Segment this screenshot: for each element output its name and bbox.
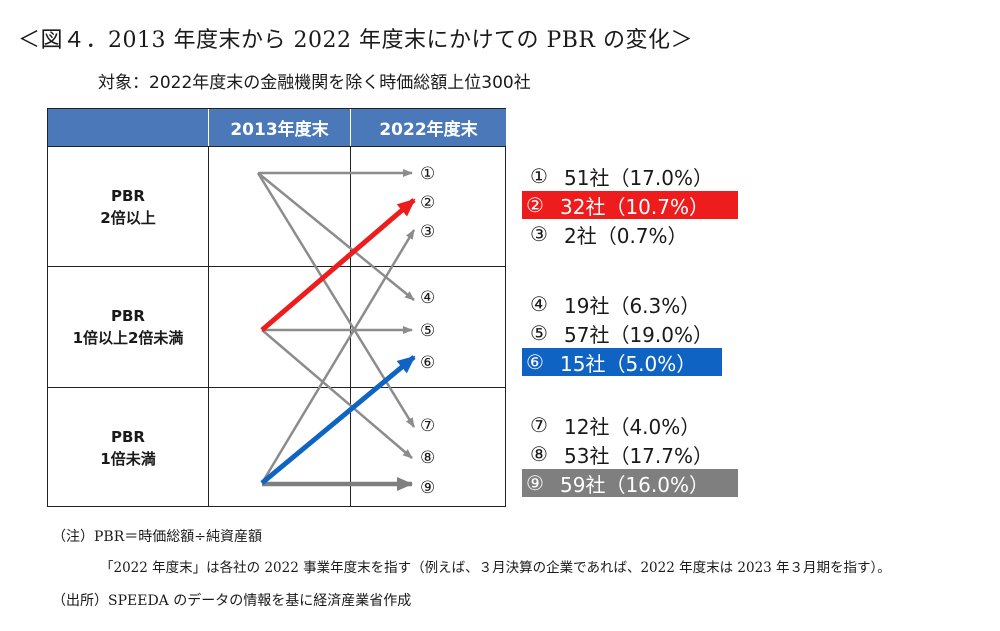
row-label-line2: 1倍以上2倍未満	[72, 329, 184, 347]
legend-item-4: ④ 19社（6.3%）	[526, 290, 700, 318]
legend-number: ⑧	[530, 442, 548, 466]
row-label-pbr-2x-above: PBR 2倍以上	[48, 147, 208, 266]
outcome-label-7: ⑦	[420, 416, 435, 436]
row-divider	[48, 146, 505, 147]
note-fiscal-year: 「2022 年度末」は各社の 2022 事業年度末を指す（例えば、３月決算の企業…	[100, 560, 891, 576]
outcome-label-1: ①	[420, 164, 435, 184]
arrow-3-to-3	[260, 229, 416, 484]
arrow-2-to-2-red	[260, 198, 416, 332]
legend-item-1: ① 51社（17.0%）	[526, 162, 713, 190]
outcome-label-2: ②	[420, 193, 435, 213]
legend-item-9: ⑨ 59社（16.0%）	[522, 469, 738, 497]
outcome-label-6: ⑥	[420, 353, 435, 373]
legend-number: ②	[526, 193, 544, 217]
header-2022: 2022年度末	[351, 109, 506, 146]
legend-number: ⑤	[530, 321, 548, 345]
legend-item-8: ⑧ 53社（17.7%）	[526, 440, 713, 468]
outcome-label-9: ⑨	[420, 478, 435, 498]
legend-item-5: ⑤ 57社（19.0%）	[526, 319, 713, 347]
legend-number: ④	[530, 292, 548, 316]
legend-value: 57社（19.0%）	[564, 322, 713, 347]
legend-value: 15社（5.0%）	[560, 351, 697, 376]
legend-value: 19社（6.3%）	[564, 293, 701, 318]
legend-item-2: ② 32社（10.7%）	[522, 191, 738, 219]
row-divider	[48, 266, 505, 267]
legend-value: 32社（10.7%）	[560, 194, 709, 219]
row-label-line2: 2倍以上	[100, 208, 156, 227]
header-blank-cell	[48, 109, 209, 146]
legend-value: 51社（17.0%）	[564, 165, 713, 190]
row-label-line2: 1倍未満	[100, 449, 156, 468]
row-label-line1: PBR	[111, 427, 145, 446]
legend-item-3: ③ 2社（0.7%）	[526, 220, 688, 248]
row-label-pbr-1x-2x: PBR 1倍以上2倍未満	[48, 267, 208, 387]
header-2013: 2013年度末	[209, 109, 351, 146]
legend-value: 2社（0.7%）	[564, 223, 688, 248]
figure-subtitle: 対象：2022年度末の金融機関を除く時価総額上位300社	[98, 73, 531, 93]
legend-number: ⑦	[530, 413, 548, 437]
outcome-label-3: ③	[420, 222, 435, 242]
legend-number: ⑥	[526, 350, 544, 374]
note-definition: （注）PBR＝時価総額÷純資産額	[52, 529, 262, 545]
legend-number: ③	[530, 222, 548, 246]
column-divider	[208, 146, 209, 507]
legend-number: ⑨	[526, 471, 544, 495]
arrow-1-to-7	[256, 172, 416, 428]
arrow-3-to-6-blue	[260, 355, 416, 485]
transition-table: 2013年度末 2022年度末 PBR 2倍以上 PBR 1倍以上2倍未満 PB…	[47, 108, 506, 507]
figure-title: ＜図４．2013 年度末から 2022 年度末にかけての PBR の変化＞	[18, 28, 693, 53]
arrow-1-to-4	[257, 172, 415, 301]
row-label-line1: PBR	[111, 186, 145, 205]
legend-number: ①	[530, 164, 548, 188]
column-divider	[350, 146, 351, 507]
legend-item-6: ⑥ 15社（5.0%）	[522, 348, 722, 376]
legend-value: 12社（4.0%）	[564, 414, 701, 439]
row-label-line1: PBR	[111, 307, 145, 325]
row-label-pbr-below-1x: PBR 1倍未満	[48, 388, 208, 507]
row-divider	[48, 387, 505, 388]
note-source: （出所）SPEEDA のデータの情報を基に経済産業省作成	[52, 593, 412, 609]
outcome-label-8: ⑧	[420, 448, 435, 468]
legend-item-7: ⑦ 12社（4.0%）	[526, 411, 700, 439]
arrow-2-to-8	[261, 329, 413, 459]
outcome-label-4: ④	[420, 288, 435, 308]
legend-value: 53社（17.7%）	[564, 443, 713, 468]
legend-value: 59社（16.0%）	[560, 472, 709, 497]
outcome-label-5: ⑤	[420, 321, 435, 341]
